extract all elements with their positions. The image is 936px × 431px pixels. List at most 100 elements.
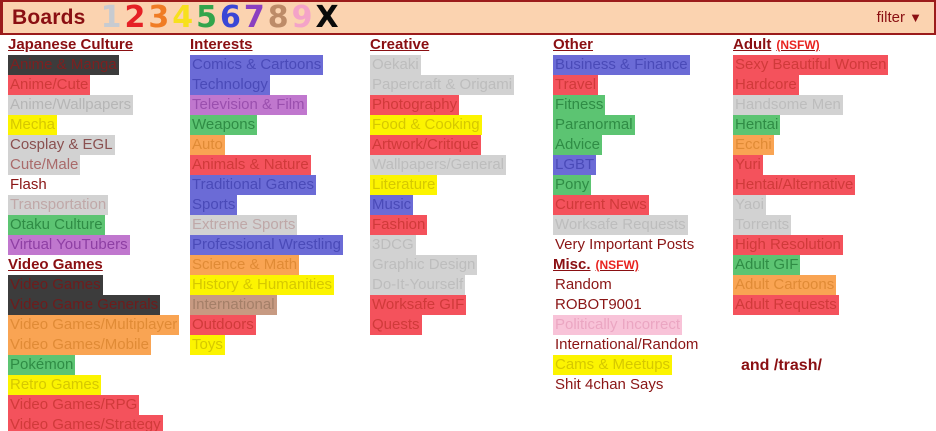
board-link[interactable]: Hentai/Alternative — [733, 175, 888, 195]
board-link[interactable]: Photography — [370, 95, 514, 115]
board-link[interactable]: Transportation — [8, 195, 179, 215]
board-link[interactable]: Do-It-Yourself — [370, 275, 514, 295]
column-heading-text: Interests — [190, 36, 253, 53]
board-link[interactable]: Adult Requests — [733, 295, 888, 315]
board-link[interactable]: Anime & Manga — [8, 55, 179, 75]
board-link[interactable]: Hardcore — [733, 75, 888, 95]
legend-digit-4[interactable]: 4 — [172, 0, 194, 35]
board-link[interactable]: Adult Cartoons — [733, 275, 888, 295]
board-link[interactable]: Cute/Male — [8, 155, 179, 175]
board-link[interactable]: Professional Wrestling — [190, 235, 343, 255]
legend-digit-7[interactable]: 7 — [243, 0, 265, 35]
board-label: Transportation — [8, 195, 109, 215]
board-link[interactable]: LGBT — [553, 155, 700, 175]
column-heading-text: Creative — [370, 36, 430, 53]
board-link[interactable]: Pokémon — [8, 355, 179, 375]
board-link[interactable]: Sexy Beautiful Women — [733, 55, 889, 75]
board-link[interactable]: ROBOT9001 — [553, 295, 700, 315]
board-label: Adult Requests — [733, 295, 839, 315]
board-link[interactable]: Video Game Generals — [8, 295, 179, 315]
board-label: Graphic Design — [370, 255, 478, 275]
board-label: Travel — [553, 75, 599, 95]
board-link[interactable]: Advice — [553, 135, 700, 155]
board-link[interactable]: Oekaki — [370, 55, 514, 75]
board-label: Video Game Generals — [8, 295, 161, 315]
board-link[interactable]: Video Games — [8, 275, 179, 295]
board-link[interactable]: Worksafe Requests — [553, 215, 700, 235]
board-link[interactable]: Animals & Nature — [190, 155, 343, 175]
board-link[interactable]: Torrents — [733, 215, 888, 235]
board-label: High Resolution — [733, 235, 843, 255]
board-link[interactable]: Yuri — [733, 155, 888, 175]
board-link[interactable]: Fitness — [553, 95, 700, 115]
board-link[interactable]: Graphic Design — [370, 255, 514, 275]
board-label: Random — [555, 276, 612, 293]
board-link[interactable]: Literature — [370, 175, 514, 195]
board-link[interactable]: Extreme Sports — [190, 215, 343, 235]
board-link[interactable]: Very Important Posts — [553, 235, 700, 255]
board-link[interactable]: Ecchi — [733, 135, 888, 155]
column-subheading-japanese-culture: Video Games — [8, 255, 179, 275]
board-link[interactable]: Cams & Meetups — [553, 355, 700, 375]
board-link[interactable]: Retro Games — [8, 375, 179, 395]
board-link[interactable]: International — [190, 295, 343, 315]
board-link[interactable]: Yaoi — [733, 195, 888, 215]
board-link[interactable]: Sports — [190, 195, 343, 215]
board-label: Television & Film — [190, 95, 307, 115]
board-link[interactable]: Anime/Wallpapers — [8, 95, 179, 115]
board-link[interactable]: Video Games/RPG — [8, 395, 179, 415]
board-link[interactable]: 3DCG — [370, 235, 514, 255]
board-link[interactable]: Video Games/Multiplayer — [8, 315, 180, 335]
board-link[interactable]: Wallpapers/General — [370, 155, 514, 175]
board-link[interactable]: Fashion — [370, 215, 514, 235]
legend-digit-9[interactable]: 9 — [291, 0, 313, 35]
legend-digit-6[interactable]: 6 — [219, 0, 241, 35]
board-link[interactable]: Outdoors — [190, 315, 343, 335]
board-link[interactable]: Traditional Games — [190, 175, 343, 195]
legend-digit-1[interactable]: 1 — [100, 0, 122, 35]
board-link[interactable]: Business & Finance — [553, 55, 700, 75]
board-link[interactable]: Worksafe GIF — [370, 295, 514, 315]
board-link[interactable]: Music — [370, 195, 514, 215]
board-link[interactable]: Auto — [190, 135, 343, 155]
board-link[interactable]: Toys — [190, 335, 343, 355]
board-link[interactable]: Video Games/Mobile — [8, 335, 179, 355]
board-link[interactable]: Comics & Cartoons — [190, 55, 343, 75]
board-link[interactable]: Shit 4chan Says — [553, 375, 700, 395]
board-link[interactable]: High Resolution — [733, 235, 888, 255]
legend-digit-2[interactable]: 2 — [124, 0, 146, 35]
board-link[interactable]: Pony — [553, 175, 700, 195]
board-link[interactable]: Handsome Men — [733, 95, 888, 115]
board-link[interactable]: Weapons — [190, 115, 343, 135]
board-link[interactable]: Anime/Cute — [8, 75, 179, 95]
board-link[interactable]: Adult GIF — [733, 255, 888, 275]
board-link[interactable]: Travel — [553, 75, 700, 95]
board-link[interactable]: Technology — [190, 75, 343, 95]
legend-digit-5[interactable]: 5 — [196, 0, 217, 35]
board-column-adult: Adult (NSFW) Sexy Beautiful Women Hardcore H… — [733, 35, 889, 315]
board-link[interactable]: Food & Cooking — [370, 115, 514, 135]
board-link[interactable]: Science & Math — [190, 255, 343, 275]
board-link[interactable]: Current News — [553, 195, 700, 215]
filter-button[interactable]: filter ▼ — [877, 9, 924, 26]
legend-digit-8[interactable]: 8 — [267, 0, 289, 35]
legend-digit-3[interactable]: 3 — [148, 0, 170, 35]
board-link[interactable]: History & Humanities — [190, 275, 343, 295]
board-link[interactable]: Video Games/Strategy — [8, 415, 179, 431]
board-link[interactable]: Hentai — [733, 115, 888, 135]
board-link[interactable]: Virtual YouTubers — [8, 235, 179, 255]
board-link[interactable]: Otaku Culture — [8, 215, 179, 235]
board-link[interactable]: Artwork/Critique — [370, 135, 514, 155]
board-link[interactable]: International/Random — [553, 335, 700, 355]
board-link[interactable]: Cosplay & EGL — [8, 135, 179, 155]
board-link[interactable]: Paranormal — [553, 115, 700, 135]
board-link[interactable]: Mecha — [8, 115, 179, 135]
board-link[interactable]: Quests — [370, 315, 514, 335]
legend-digit-x[interactable]: X — [315, 0, 339, 35]
board-link[interactable]: Flash — [8, 175, 179, 195]
board-link[interactable]: Television & Film — [190, 95, 343, 115]
board-link[interactable]: Politically Incorrect — [553, 315, 700, 335]
board-link[interactable]: Papercraft & Origami — [370, 75, 515, 95]
board-link[interactable]: Random — [553, 275, 700, 295]
